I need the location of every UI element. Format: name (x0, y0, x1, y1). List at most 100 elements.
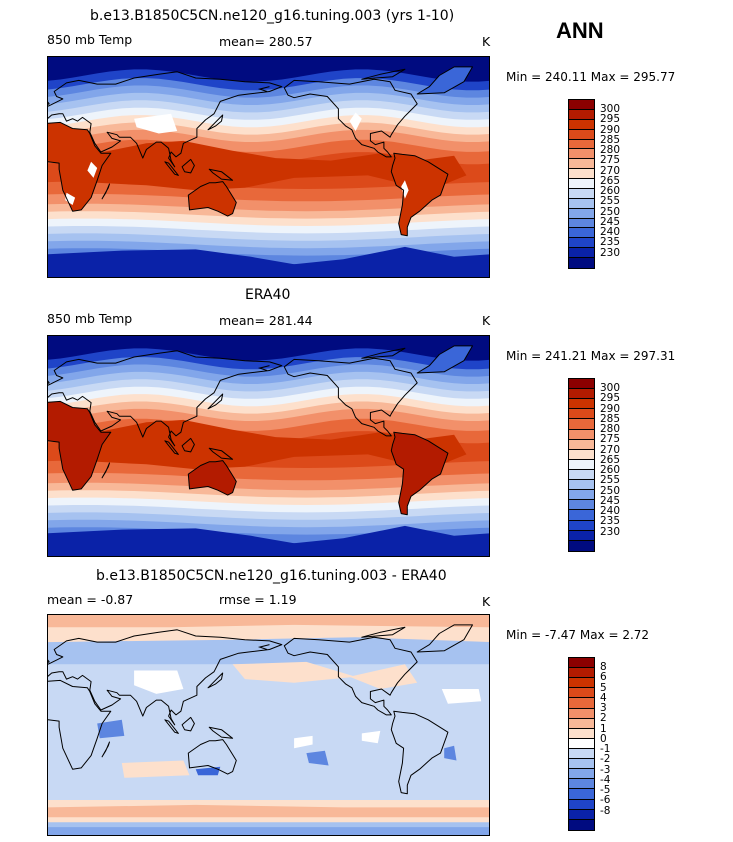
colorbar-label: 250 (600, 484, 621, 497)
difference-anomaly (232, 661, 356, 683)
coastline-japan (207, 114, 224, 131)
panel1-minmax: Min = 240.11 Max = 295.77 (506, 70, 676, 84)
coastline-japan (207, 393, 224, 410)
colorbar-label: 280 (600, 423, 621, 436)
coastline-australia (187, 181, 237, 217)
colorbar-label: 285 (600, 133, 621, 146)
missing-data-patch (401, 180, 409, 199)
colorbar-label: 265 (600, 174, 621, 187)
colorbar-label: -5 (600, 784, 611, 797)
coastline-africa (48, 121, 112, 212)
panel2-units-label: K (482, 313, 491, 328)
colorbar-label: 8 (600, 661, 607, 674)
warm-pool-band (66, 140, 467, 191)
panel1-title: b.e13.B1850C5CN.ne120_g16.tuning.003 (yr… (90, 8, 455, 24)
colorbar-label: -3 (600, 763, 611, 776)
colorbar-label: 245 (600, 215, 621, 228)
panel2-title: ERA40 (245, 287, 291, 303)
colorbar-label: 5 (600, 681, 607, 694)
colorbar-label: 285 (600, 412, 621, 425)
panel1-colorbar (568, 99, 595, 269)
coastline-greenland (416, 624, 473, 653)
difference-band (48, 804, 489, 818)
land-temperature (391, 153, 448, 236)
difference-anomaly (349, 664, 418, 689)
colorbar-label: 260 (600, 185, 621, 198)
panel3-minmax: Min = -7.47 Max = 2.72 (506, 628, 650, 642)
coastline-australia (187, 739, 237, 775)
coastline-madagascar (101, 462, 110, 479)
colorbar-label: 4 (600, 691, 607, 704)
land-temperature (188, 460, 237, 496)
colorbar-label: 230 (600, 525, 621, 538)
colorbar-label: 280 (600, 144, 621, 157)
panel2-colorbar (568, 378, 595, 552)
coastline-southAmerica (390, 152, 449, 237)
coastline-arcticIslands (361, 626, 406, 638)
coastline-borneo (181, 716, 195, 732)
coastline-newGuinea (208, 168, 234, 181)
panel1-map (47, 56, 490, 278)
antarctica-temperature (48, 246, 489, 277)
difference-anomaly (441, 689, 482, 704)
coastline-chukotka (257, 644, 270, 650)
difference-anomaly (195, 766, 221, 776)
colorbar-label: 230 (600, 246, 621, 259)
difference-anomaly (121, 760, 190, 778)
colorbar-label: 290 (600, 123, 621, 136)
difference-anomaly (97, 719, 125, 739)
coastline-northAmerica (283, 78, 418, 158)
greenland-temperature (417, 66, 473, 94)
colorbar-label: 255 (600, 474, 621, 487)
panel1-variable-label: 850 mb Temp (47, 32, 133, 47)
coastline-southAmerica (390, 431, 449, 516)
colorbar-label: 235 (600, 236, 621, 249)
colorbar-label: 1 (600, 722, 607, 735)
colorbar-label: 255 (600, 195, 621, 208)
coastline-northAmerica (283, 636, 418, 716)
coastline-chukotka (257, 86, 270, 92)
panel3-title: b.e13.B1850C5CN.ne120_g16.tuning.003 - E… (96, 568, 447, 584)
coastline-northAmerica (283, 357, 418, 437)
difference-anomaly (444, 745, 457, 761)
colorbar-label: 235 (600, 515, 621, 528)
missing-data-patch (87, 161, 98, 178)
colorbar-label: 3 (600, 702, 607, 715)
coastline-greenland (416, 345, 473, 374)
panel2-map (47, 335, 490, 557)
land-temperature (391, 432, 448, 515)
panel3-colorbar (568, 657, 595, 831)
colorbar-label: 270 (600, 164, 621, 177)
colorbar-label: -6 (600, 794, 611, 807)
colorbar-label: 0 (600, 732, 607, 745)
missing-data-patch (349, 112, 362, 131)
coastline-chukotka (257, 365, 270, 371)
coastline-africa (48, 400, 112, 491)
colorbar-label: 2 (600, 712, 607, 725)
antarctica-temperature (48, 525, 489, 556)
coastline-greenland (416, 66, 473, 95)
colorbar-label: -2 (600, 753, 611, 766)
land-temperature (48, 401, 111, 491)
colorbar-label: 300 (600, 382, 621, 395)
colorbar-label: -4 (600, 773, 611, 786)
coastline-madagascar (101, 741, 110, 758)
colorbar-label: 275 (600, 433, 621, 446)
coastline-borneo (181, 158, 195, 174)
colorbar-label: 240 (600, 226, 621, 239)
coastline-africa (48, 679, 112, 770)
difference-anomaly (361, 730, 381, 744)
coastline-australia (187, 460, 237, 496)
coastline-arcticIslands (361, 68, 406, 80)
land-temperature (48, 122, 111, 212)
panel2-minmax: Min = 241.21 Max = 297.31 (506, 349, 676, 363)
colorbar-label: 270 (600, 443, 621, 456)
difference-anomaly (306, 750, 329, 766)
difference-band (48, 615, 489, 628)
coastline-newGuinea (208, 726, 234, 739)
coastline-japan (207, 672, 224, 689)
colorbar-label: 275 (600, 154, 621, 167)
missing-data-patch (65, 192, 76, 205)
panel2-variable-label: 850 mb Temp (47, 311, 133, 326)
difference-anomaly (294, 735, 313, 749)
